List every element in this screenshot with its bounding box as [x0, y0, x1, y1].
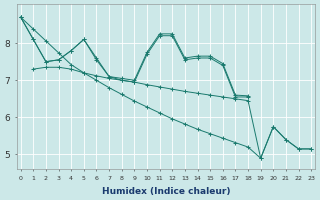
- X-axis label: Humidex (Indice chaleur): Humidex (Indice chaleur): [102, 187, 230, 196]
